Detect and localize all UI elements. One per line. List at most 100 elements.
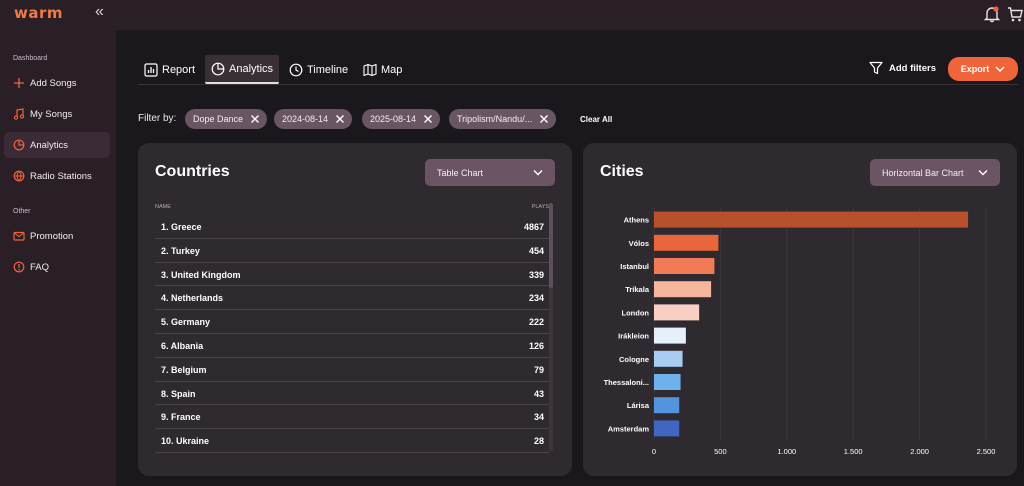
tab-divider [138, 84, 1018, 85]
table-row[interactable]: 7. Belgium 79 [155, 358, 549, 382]
category-label: Thessaloni... [604, 378, 649, 387]
category-label: Istanbul [620, 262, 649, 271]
category-label: Amsterdam [608, 424, 650, 433]
select-value: Table Chart [437, 167, 484, 178]
cities-view-select[interactable]: Horizontal Bar Chart [870, 159, 1000, 186]
sidebar-item-analytics[interactable]: Analytics [4, 132, 110, 158]
tab-report[interactable]: Report [138, 55, 201, 84]
filter-chip: Tripolism/Nandu/... [449, 109, 557, 129]
country-name: 3. United Kingdom [161, 269, 241, 280]
sidebar: Dashboard Add Songs My Songs Analytics R… [0, 30, 116, 486]
sidebar-item-my-songs[interactable]: My Songs [4, 101, 110, 127]
add-filters-label: Add filters [889, 62, 936, 74]
tab-label: Report [162, 63, 196, 76]
close-icon[interactable] [422, 113, 434, 125]
sidebar-item-label: FAQ [30, 261, 50, 273]
x-tick-label: 500 [714, 447, 727, 456]
filter-icon [869, 61, 883, 75]
table-row[interactable]: 1. Greece 4867 [155, 215, 549, 239]
category-label: Athens [624, 216, 649, 225]
table-row[interactable]: 8. Spain 43 [155, 382, 549, 406]
x-tick-label: 0 [652, 447, 656, 456]
x-tick-label: 2.500 [977, 447, 996, 456]
mail-icon [13, 231, 25, 241]
cities-bar-chart: Athens Vólos Istanbul Tríkala London Irákleio… [604, 208, 996, 456]
category-label: Lárisa [627, 401, 650, 410]
cart-icon[interactable] [1007, 5, 1023, 23]
country-name: 5. Germany [161, 317, 211, 328]
bar-athens [654, 211, 969, 228]
export-button[interactable]: Export [948, 57, 1018, 81]
map-icon [363, 63, 377, 76]
bar-london [654, 304, 700, 321]
sidebar-item-label: My Songs [30, 108, 73, 120]
sidebar-item-radio-stations[interactable]: Radio Stations [4, 163, 110, 189]
table-row[interactable]: 4. Netherlands 234 [155, 286, 549, 311]
x-tick-label: 1.500 [844, 447, 863, 456]
bar-thessaloni [654, 374, 681, 390]
filter-by-label: Filter by: [138, 113, 177, 124]
tab-map[interactable]: Map [357, 55, 408, 84]
country-name: 7. Belgium [161, 364, 207, 375]
table-body: 1. Greece 4867 2. Turkey 454 3. United Kingd… [155, 215, 549, 453]
category-label: Tríkala [625, 285, 650, 294]
sidebar-section-other: Other [13, 208, 31, 215]
countries-table: NAME PLAYS 1. Greece 4867 2. Turkey 454 3. U… [155, 204, 549, 453]
add-filters-button[interactable]: Add filters [868, 59, 936, 77]
table-row[interactable]: 5. Germany 222 [155, 310, 549, 334]
table-row[interactable]: 10. Ukraine 28 [155, 429, 549, 453]
filter-chip: Dope Dance [185, 109, 268, 129]
x-tick-label: 2.000 [910, 447, 929, 456]
column-header-name: NAME [155, 204, 171, 210]
country-name: 4. Netherlands [161, 293, 224, 304]
countries-view-select[interactable]: Table Chart [425, 159, 555, 186]
country-name: 2. Turkey [161, 245, 200, 256]
pie-chart-icon [211, 62, 225, 75]
country-name: 10. Ukraine [161, 436, 210, 447]
close-icon[interactable] [538, 113, 550, 125]
table-row[interactable]: 3. United Kingdom 339 [155, 263, 549, 287]
category-label: London [622, 308, 650, 317]
music-note-icon [13, 108, 25, 120]
filter-chip-label: 2024-08-14 [282, 114, 329, 124]
country-name: 9. France [161, 412, 201, 423]
sidebar-item-label: Radio Stations [30, 170, 92, 182]
chevron-down-icon [533, 170, 543, 176]
sidebar-item-label: Add Songs [30, 77, 77, 89]
country-plays: 28 [533, 436, 544, 447]
table-row[interactable]: 6. Albania 126 [155, 334, 549, 358]
table-row[interactable]: 2. Turkey 454 [155, 239, 549, 263]
category-label: Vólos [629, 239, 649, 248]
clear-all-button[interactable]: Clear All [580, 115, 613, 124]
chevron-down-icon [978, 170, 988, 176]
tab-analytics[interactable]: Analytics [205, 55, 280, 84]
countries-card: Countries Table Chart NAME PLAYS 1. Gree… [138, 143, 572, 476]
countries-title: Countries [155, 163, 230, 180]
bar-istanbul [654, 258, 715, 274]
collapse-sidebar-icon[interactable]: « [95, 3, 104, 20]
country-plays: 126 [528, 340, 544, 351]
scrollbar-track [549, 203, 553, 451]
sidebar-item-label: Analytics [30, 139, 69, 151]
chevron-down-icon [995, 66, 1005, 72]
country-plays: 43 [533, 388, 544, 399]
tab-timeline[interactable]: Timeline [283, 55, 354, 84]
sidebar-item-faq[interactable]: FAQ [4, 254, 110, 280]
table-scrollbar[interactable] [549, 203, 553, 288]
notification-bell-icon[interactable] [984, 5, 1000, 23]
close-icon[interactable] [334, 113, 346, 125]
select-value: Horizontal Bar Chart [882, 167, 964, 178]
warm-logo[interactable]: warm [14, 4, 64, 22]
close-icon[interactable] [249, 113, 261, 125]
filter-chip-label: Tripolism/Nandu/... [457, 114, 533, 124]
country-plays: 79 [533, 364, 544, 375]
filter-chip-label: 2025-08-14 [370, 114, 417, 124]
table-row[interactable]: 9. France 34 [155, 405, 549, 430]
country-plays: 222 [528, 317, 544, 328]
sidebar-item-add-songs[interactable]: Add Songs [4, 70, 110, 96]
bar-vlos [654, 234, 719, 251]
category-label: Cologne [619, 355, 649, 364]
sidebar-item-promotion[interactable]: Promotion [4, 223, 110, 249]
country-name: 8. Spain [161, 388, 196, 399]
tab-label: Map [381, 63, 403, 76]
